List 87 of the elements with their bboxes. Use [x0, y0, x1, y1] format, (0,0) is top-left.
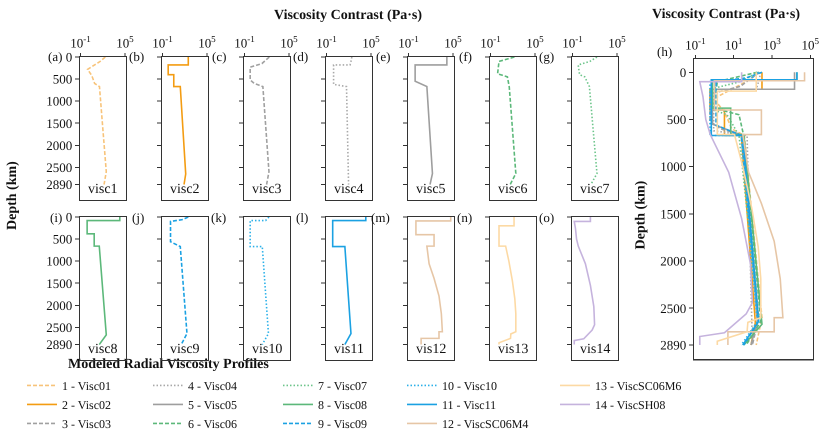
y-tick-label: 2000 [46, 298, 72, 313]
x-tick-label: 10$^{5}$ [116, 34, 134, 51]
y-tick-label: 0 [66, 210, 72, 225]
y-axis-title: Depth (km) [634, 180, 648, 250]
legend-label: 6 - Visc06 [188, 417, 238, 432]
text: (a) [48, 49, 62, 64]
annotation: visc6 [498, 182, 528, 197]
legend-title: Modeled Radial Viscosity Profiles [68, 357, 270, 372]
x-tick-label: 10$^{-1}$ [685, 36, 706, 53]
x-tick-label: 10$^{-1}$ [562, 34, 583, 51]
x-tick-label: 10$^{-1}$ [398, 34, 419, 51]
legend-label: 10 - Visc10 [442, 379, 498, 394]
y-tick-label: 2500 [46, 160, 72, 175]
y-tick-label: 2890 [46, 177, 72, 192]
text: (f) [459, 49, 472, 64]
legend-label: 9 - Visc09 [318, 417, 368, 432]
y-tick-label: 500 [52, 72, 72, 87]
text: (g) [539, 49, 554, 64]
x-tick-label: 10$^{5}$ [444, 34, 462, 51]
text: (o) [539, 210, 554, 225]
annotation: visc3 [252, 182, 282, 197]
annotation: visc9 [170, 342, 200, 357]
x-tick-label: 10$^{-1}$ [70, 34, 91, 51]
annotation: (m) [371, 210, 390, 225]
text: (c) [212, 49, 226, 64]
text: (i) [50, 210, 62, 225]
legend-label: 5 - Visc05 [188, 398, 238, 412]
text: (b) [129, 49, 144, 64]
legend-label: 8 - Visc08 [318, 398, 368, 412]
legend-label: 12 - ViscSC06M4 [442, 417, 528, 432]
y-axis-title: Depth (km) [5, 160, 20, 230]
y-tick-label: 1000 [46, 94, 72, 109]
x-tick-label: 10$^{5}$ [362, 34, 380, 51]
y-tick-label: 0 [66, 50, 72, 65]
y-tick-label: 500 [52, 232, 72, 247]
annotation: vis10 [252, 342, 282, 357]
annotation: visc5 [416, 182, 446, 197]
annotation: vis12 [416, 342, 446, 357]
x-axis-title: Viscosity Contrast (Pa·s) [652, 7, 800, 22]
legend-label: 4 - Visc04 [188, 379, 238, 394]
annotation: visc7 [580, 182, 610, 197]
y-tick-label: 0 [680, 64, 686, 80]
y-tick-label: 2890 [46, 337, 72, 352]
y-tick-label: 2000 [46, 138, 72, 153]
x-axis-title: Viscosity Contrast (Pa·s) [274, 8, 422, 23]
y-tick-label: 2500 [46, 320, 72, 335]
annotation: vis14 [580, 342, 610, 357]
legend-label: 11 - Visc11 [442, 398, 496, 412]
text: (j) [132, 210, 144, 225]
x-tick-label: 10$^{1}$ [724, 36, 742, 53]
x-tick-label: 10$^{5}$ [526, 34, 544, 51]
annotation: vis11 [334, 342, 364, 357]
y-tick-label: 2500 [660, 300, 686, 316]
text: (l) [296, 210, 308, 225]
y-tick-label: 1500 [660, 206, 686, 222]
text: (d) [293, 49, 308, 64]
x-tick-label: 10$^{-1}$ [234, 34, 255, 51]
annotation: visc2 [170, 182, 200, 197]
legend-label: 1 - Visc01 [62, 379, 112, 394]
y-tick-label: 2000 [660, 254, 686, 269]
text: (h) [657, 44, 672, 59]
legend-label: 7 - Visc07 [318, 379, 368, 394]
x-tick-label: 10$^{5}$ [280, 34, 298, 51]
annotation: visc4 [334, 182, 364, 197]
annotation: visc8 [88, 342, 118, 357]
x-tick-label: 10$^{5}$ [198, 34, 216, 51]
y-tick-label: 2890 [660, 338, 686, 353]
legend-label: 13 - ViscSC06M6 [595, 379, 682, 394]
x-tick-label: 10$^{-1}$ [152, 34, 173, 51]
y-tick-label: 500 [666, 112, 686, 127]
x-tick-label: 10$^{-1}$ [316, 34, 337, 51]
x-tick-label: 10$^{5}$ [802, 36, 820, 53]
x-tick-label: 10$^{5}$ [608, 34, 626, 51]
text: (n) [457, 210, 472, 225]
y-tick-label: 1500 [46, 276, 72, 291]
x-tick-label: 10$^{-1}$ [480, 34, 501, 51]
text: (e) [376, 49, 390, 64]
legend-label: 2 - Visc02 [62, 398, 112, 412]
x-tick-label: 10$^{3}$ [763, 36, 782, 53]
y-tick-label: 1500 [46, 116, 72, 131]
annotation: vis13 [498, 342, 528, 357]
y-tick-label: 1000 [46, 254, 72, 269]
legend-label: 14 - ViscSH08 [595, 398, 666, 412]
text: (k) [211, 210, 226, 225]
annotation: visc1 [88, 182, 118, 197]
legend-label: 3 - Visc03 [62, 417, 112, 432]
y-tick-label: 1000 [660, 159, 686, 174]
